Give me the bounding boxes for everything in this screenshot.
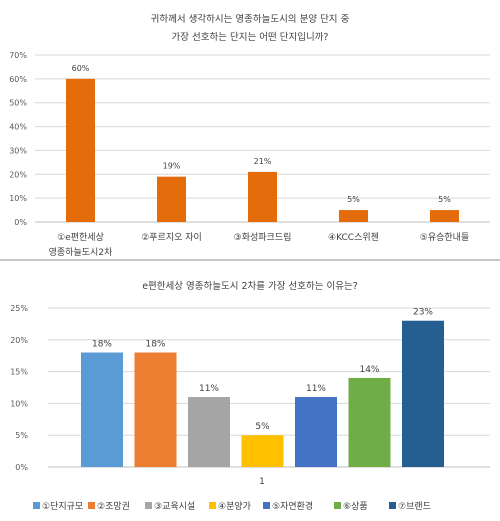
chart1-title-line2: 가장 선호하는 단지는 어떤 단지입니까?: [172, 31, 329, 43]
chart2-bar: [241, 435, 284, 467]
chart2-bar: [402, 320, 444, 467]
chart2-bar: [134, 352, 177, 467]
chart2-y-tick-label: 15%: [10, 368, 28, 377]
chart2-legend-label: ⑤자연환경: [272, 500, 313, 512]
chart2-legend-label: ②조망권: [97, 500, 130, 512]
chart2-bar: [188, 397, 230, 467]
chart2-bar: [348, 377, 391, 467]
chart1-title-line1: 귀하께서 생각하시는 영종하늘도시의 분양 단지 중: [151, 13, 350, 25]
chart2-legend-label: ⑦브랜드: [398, 501, 431, 512]
chart1-bar: [430, 210, 459, 222]
chart1-category-label: ②푸르지오 자이: [141, 232, 202, 243]
chart2-legend-label: ③교육시설: [154, 501, 195, 512]
chart1-y-tick-label: 70%: [9, 51, 27, 60]
chart2-legend-swatch: [145, 502, 152, 509]
chart1-bar: [157, 176, 186, 222]
chart1-category-label: ④KCC스위첸: [328, 232, 379, 243]
chart2-bar: [295, 397, 337, 467]
chart2-legend-swatch: [334, 502, 341, 509]
chart1-category-label: ①e편한세상: [57, 231, 104, 243]
chart2-data-label: 5%: [255, 422, 270, 432]
chart2-y-tick-label: 5%: [15, 431, 28, 440]
chart-divider: [0, 259, 500, 261]
chart2-y-tick-label: 0%: [15, 463, 28, 472]
chart2-title: e편한세상 영종하늘도시 2차를 가장 선호하는 이유는?: [142, 280, 358, 292]
chart2-legend-swatch: [209, 502, 216, 509]
chart1-y-tick-label: 0%: [14, 218, 27, 227]
chart1-data-label: 21%: [254, 157, 272, 166]
chart1-data-label: 19%: [163, 162, 181, 171]
chart1-bar: [66, 78, 95, 222]
chart2-data-label: 11%: [199, 384, 219, 394]
chart2-data-label: 18%: [145, 340, 165, 350]
chart2-legend-swatch: [33, 502, 40, 509]
chart1-data-label: 60%: [72, 64, 90, 73]
chart1-category-label: ③화성파크드림: [234, 231, 292, 243]
chart2-category-label: 1: [259, 477, 265, 487]
chart1-category-label: 영종하늘도시2차: [49, 246, 113, 257]
chart1-category-label: ⑤유승한내들: [420, 232, 469, 243]
chart1-y-tick-label: 20%: [9, 170, 27, 179]
chart2-data-label: 14%: [359, 365, 379, 375]
chart2-legend-swatch: [389, 502, 396, 509]
chart1-data-label: 5%: [438, 195, 451, 204]
chart2-y-tick-label: 20%: [10, 336, 28, 345]
chart2-legend-label: ④분양가: [218, 501, 251, 512]
chart2-data-label: 11%: [306, 384, 326, 394]
chart2-legend-label: ①단지규모: [42, 501, 83, 512]
preferred-complex-chart: 귀하께서 생각하시는 영종하늘도시의 분양 단지 중 가장 선호하는 단지는 어…: [9, 13, 490, 257]
chart2-y-tick-label: 10%: [10, 399, 28, 408]
chart2-legend-swatch: [88, 502, 95, 509]
chart2-data-label: 23%: [413, 308, 433, 318]
chart1-y-tick-label: 50%: [9, 99, 27, 108]
chart2-data-label: 18%: [92, 340, 112, 350]
chart1-data-label: 5%: [347, 195, 360, 204]
chart2-y-tick-label: 25%: [10, 304, 28, 313]
chart1-y-tick-label: 40%: [9, 123, 27, 132]
chart2-legend-label: ⑥상품: [343, 501, 368, 512]
chart2-bar: [81, 352, 123, 467]
chart1-bar: [248, 171, 277, 222]
chart1-y-tick-label: 60%: [9, 75, 27, 84]
chart2-legend-swatch: [263, 502, 270, 509]
chart1-y-tick-label: 30%: [9, 146, 27, 155]
chart1-y-tick-label: 10%: [9, 194, 27, 203]
preference-reason-chart: e편한세상 영종하늘도시 2차를 가장 선호하는 이유는? 0%5%10%15%…: [10, 280, 490, 512]
chart1-bar: [339, 210, 368, 222]
